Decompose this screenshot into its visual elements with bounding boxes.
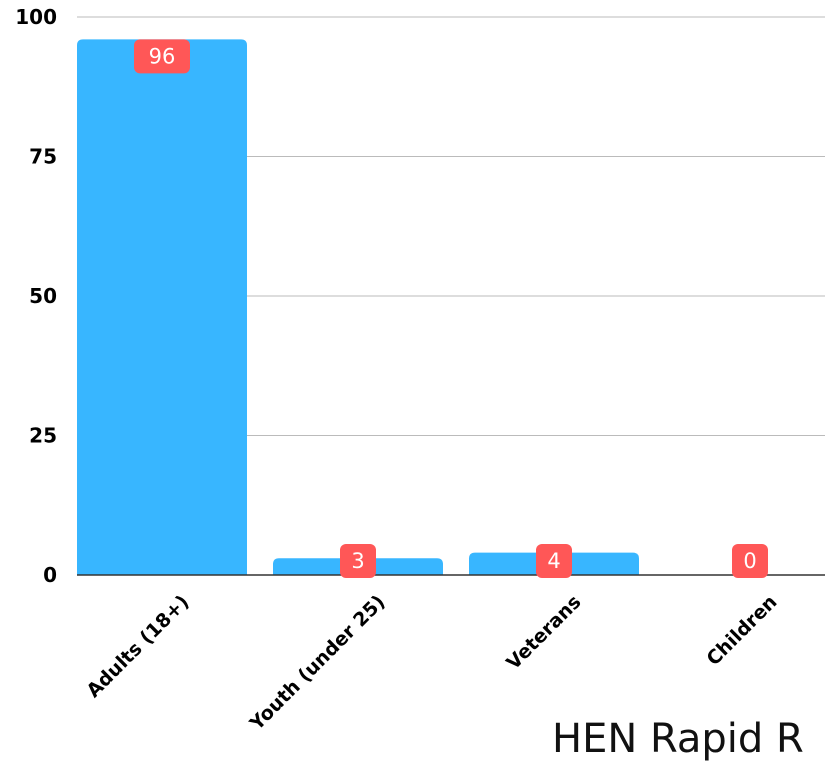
- data-label: 4: [547, 549, 560, 573]
- bars: [77, 39, 639, 575]
- x-tick-label: Adults (18+): [82, 591, 193, 702]
- y-tick-label: 25: [29, 424, 57, 448]
- x-tick-label: Children: [702, 591, 781, 670]
- data-label: 3: [351, 549, 364, 573]
- y-tick-label: 50: [29, 284, 57, 308]
- data-label-badge: [536, 544, 572, 578]
- y-tick-label: 75: [29, 145, 57, 169]
- data-label-badge: [732, 544, 768, 578]
- x-tick-label: Youth (under 25): [245, 591, 389, 735]
- data-label-badge: [340, 544, 376, 578]
- y-axis-ticks: 0 25 50 75 100: [15, 5, 57, 587]
- x-tick-label: Veterans: [502, 591, 585, 674]
- data-label: 0: [743, 549, 756, 573]
- x-axis-ticks: Adults (18+) Youth (under 25) Veterans Chil…: [82, 591, 781, 735]
- data-label-badge: [134, 39, 190, 74]
- y-tick-label: 0: [43, 563, 57, 587]
- y-tick-label: 100: [15, 5, 57, 29]
- data-labels: 96 3 4 0: [134, 39, 768, 578]
- chart-title: HEN Rapid R: [552, 716, 804, 762]
- bar: [77, 39, 247, 575]
- data-label: 96: [149, 44, 176, 68]
